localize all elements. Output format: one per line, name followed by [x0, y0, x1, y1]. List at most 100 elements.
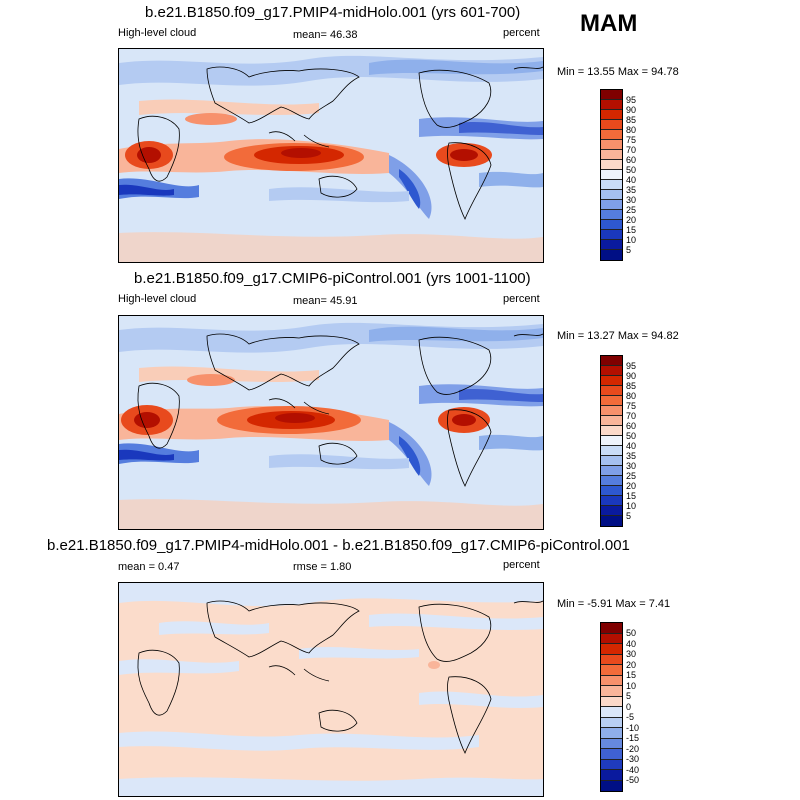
colorbar-box [601, 446, 622, 456]
colorbar-tick-label: 50 [626, 431, 637, 441]
colorbar-box [601, 476, 622, 486]
colorbar-box [601, 366, 622, 376]
panel1-minmax: Min = 13.55 Max = 94.78 [557, 66, 679, 78]
colorbar-tick-label: 35 [626, 185, 637, 195]
panel1-mean-label: mean= 46.38 [293, 29, 358, 41]
colorbar-tick-label: 15 [626, 670, 637, 680]
colorbar-box [601, 456, 622, 466]
colorbar-box [601, 707, 622, 718]
colorbar-tick-label: 50 [626, 165, 637, 175]
colorbar-tick-label: 5 [626, 691, 632, 701]
colorbar-tick-label: 10 [626, 681, 637, 691]
colorbar-tick-label: 95 [626, 361, 637, 371]
colorbar-box [601, 396, 622, 406]
colorbar-box [601, 120, 622, 130]
panel3-units-label: percent [503, 559, 540, 571]
colorbar-tick-label: 10 [626, 235, 637, 245]
colorbar-tick-label: 60 [626, 421, 637, 431]
colorbar-box [601, 356, 622, 366]
colorbar-tick-label: 80 [626, 391, 637, 401]
colorbar-tick-label: 60 [626, 155, 637, 165]
colorbar-box [601, 749, 622, 760]
panel1-coastlines [137, 66, 543, 220]
colorbar-box [601, 376, 622, 386]
colorbar-tick-label: 10 [626, 501, 637, 511]
panel1-units-label: percent [503, 27, 540, 39]
colorbar-box [601, 100, 622, 110]
colorbar-box [601, 406, 622, 416]
colorbar-tick-label: -15 [626, 733, 640, 743]
colorbar-tick-label: 25 [626, 205, 637, 215]
colorbar-box [601, 110, 622, 120]
colorbar-box [601, 644, 622, 655]
panel2-mean-label: mean= 45.91 [293, 295, 358, 307]
colorbar-box [601, 220, 622, 230]
colorbar-box [601, 506, 622, 516]
panel3-minmax: Min = -5.91 Max = 7.41 [557, 598, 671, 610]
colorbar-tick-label: -5 [626, 712, 635, 722]
colorbar-box [601, 240, 622, 250]
season-label: MAM [580, 10, 638, 37]
colorbar-tick-label: 15 [626, 225, 637, 235]
colorbar-tick-label: 90 [626, 105, 637, 115]
panel2-title: b.e21.B1850.f09_g17.CMIP6-piControl.001 … [134, 270, 531, 287]
colorbar-tick-label: 85 [626, 115, 637, 125]
colorbar-box [601, 250, 622, 260]
colorbar-tick-label: 25 [626, 471, 637, 481]
colorbar-tick-label: 40 [626, 639, 637, 649]
colorbar-box [601, 170, 622, 180]
colorbar-tick-label: 95 [626, 95, 637, 105]
panel2-variable-label: High-level cloud [118, 293, 197, 305]
colorbar-tick-label: 70 [626, 411, 637, 421]
colorbar-box [601, 230, 622, 240]
panel1-colorbar [600, 89, 623, 261]
colorbar-tick-label: 30 [626, 461, 637, 471]
colorbar-box [601, 436, 622, 446]
colorbar-box [601, 90, 622, 100]
panel1-title: b.e21.B1850.f09_g17.PMIP4-midHolo.001 (y… [145, 4, 521, 21]
panel2-colorbar [600, 355, 623, 527]
colorbar-box [601, 717, 622, 728]
colorbar-box [601, 665, 622, 676]
colorbar-box [601, 386, 622, 396]
panel2-minmax: Min = 13.27 Max = 94.82 [557, 330, 679, 342]
colorbar-box [601, 496, 622, 506]
colorbar-tick-label: 20 [626, 481, 637, 491]
colorbar-tick-label: 30 [626, 195, 637, 205]
colorbar-tick-label: 15 [626, 491, 637, 501]
panel3-rmse-label: rmse = 1.80 [293, 561, 352, 573]
colorbar-tick-label: 85 [626, 381, 637, 391]
colorbar-tick-label: 75 [626, 135, 637, 145]
colorbar-tick-label: 35 [626, 451, 637, 461]
panel3-coastlines [137, 600, 543, 754]
colorbar-box [601, 696, 622, 707]
panel3-mean-label: mean = 0.47 [118, 561, 180, 573]
colorbar-tick-label: 50 [626, 628, 637, 638]
colorbar-box [601, 130, 622, 140]
colorbar-box [601, 210, 622, 220]
colorbar-box [601, 416, 622, 426]
colorbar-box [601, 728, 622, 739]
colorbar-box [601, 466, 622, 476]
colorbar-tick-label: 90 [626, 371, 637, 381]
panel2-field [119, 322, 543, 529]
colorbar-tick-label: 30 [626, 649, 637, 659]
panel1-variable-label: High-level cloud [118, 27, 197, 39]
colorbar-tick-label: 40 [626, 175, 637, 185]
colorbar-box [601, 780, 622, 791]
panel3-colorbar [600, 622, 623, 792]
colorbar-box [601, 633, 622, 644]
colorbar-tick-label: 20 [626, 215, 637, 225]
colorbar-box [601, 654, 622, 665]
colorbar-box [601, 180, 622, 190]
colorbar-tick-label: -50 [626, 775, 640, 785]
panel2-map [118, 315, 544, 530]
colorbar-tick-label: -10 [626, 723, 640, 733]
colorbar-tick-label: 40 [626, 441, 637, 451]
colorbar-box [601, 190, 622, 200]
colorbar-tick-label: 5 [626, 511, 632, 521]
panel1-field [119, 55, 543, 262]
colorbar-box [601, 160, 622, 170]
colorbar-box [601, 675, 622, 686]
colorbar-box [601, 770, 622, 781]
